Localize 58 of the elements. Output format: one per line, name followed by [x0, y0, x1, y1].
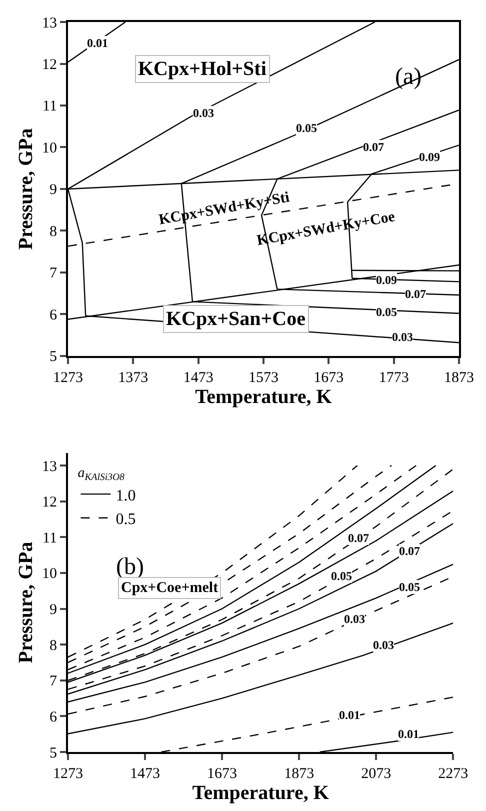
annotation: Cpx+Coe+melt: [121, 580, 218, 596]
annotation: 0.07: [348, 531, 369, 545]
annotation: 0.03: [193, 106, 214, 120]
x-tick-label: 1373: [118, 370, 148, 386]
x-tick-label: 1673: [207, 766, 238, 782]
y-axis-title: Pressure, GPa: [15, 128, 37, 250]
y-tick-label: 11: [42, 530, 57, 546]
annotation: 0.07: [363, 140, 384, 154]
x-tick-label: 1573: [248, 370, 278, 386]
text: (b): [116, 554, 144, 580]
annotation: KCpx+Hol+Sti: [138, 58, 267, 80]
y-tick-label: 12: [42, 494, 57, 511]
annotation: 0.07: [399, 544, 420, 558]
y-tick-label: 8: [50, 224, 57, 240]
legend-label: 1.0: [116, 487, 136, 504]
y-tick-label: 10: [42, 140, 57, 156]
x-tick-label: 1473: [183, 370, 214, 386]
annotation: 0.09: [419, 150, 440, 164]
annotation: 0.05: [296, 121, 317, 135]
y-tick-label: 9: [50, 602, 57, 618]
annotation: 0.07: [405, 287, 426, 301]
y-tick-label: 10: [42, 566, 57, 582]
y-tick-label: 8: [50, 638, 57, 654]
annotation: 0.03: [373, 638, 394, 652]
x-tick-label: 1473: [130, 766, 160, 782]
x-tick-label: 1873: [444, 370, 474, 386]
annotation: 0.05: [399, 580, 420, 594]
y-tick-label: 11: [42, 98, 57, 115]
annotation: 0.05: [331, 569, 352, 583]
x-tick-label: 1873: [284, 766, 314, 782]
y-tick-label: 5: [50, 745, 57, 762]
annotation: 0.03: [344, 612, 365, 626]
x-axis-title: Temperature, K: [195, 386, 332, 408]
y-tick-label: 13: [42, 15, 57, 32]
x-tick-label: 1673: [314, 370, 344, 386]
y-tick-label: 12: [42, 57, 57, 73]
y-tick-label: 7: [50, 674, 58, 690]
y-tick-label: 13: [42, 458, 57, 475]
legend-title: a$_{KAlSi3O8}$: [78, 466, 125, 484]
x-tick-label: 1773: [378, 370, 409, 386]
y-tick-label: 7: [50, 266, 58, 282]
x-tick-label: 2073: [361, 766, 392, 782]
annotation: KCpx+San+Coe: [166, 308, 306, 330]
y-tick-label: 6: [50, 307, 58, 324]
annotation: 0.01: [398, 727, 419, 741]
annotation: 0.01: [87, 36, 108, 50]
text: (a): [395, 64, 422, 90]
annotation: 0.01: [339, 708, 360, 722]
annotation: 0.09: [376, 273, 397, 287]
x-tick-label: 1273: [53, 766, 83, 782]
y-tick-label: 5: [50, 349, 57, 366]
legend-label: 0.5: [116, 511, 136, 528]
x-tick-label: 1273: [53, 370, 83, 386]
x-axis-title: Temperature, K: [192, 782, 330, 804]
x-tick-label: 2273: [438, 766, 468, 782]
y-axis-title: Pressure, GPa: [15, 542, 37, 664]
y-tick-label: 6: [50, 709, 58, 726]
y-tick-label: 9: [50, 182, 57, 198]
